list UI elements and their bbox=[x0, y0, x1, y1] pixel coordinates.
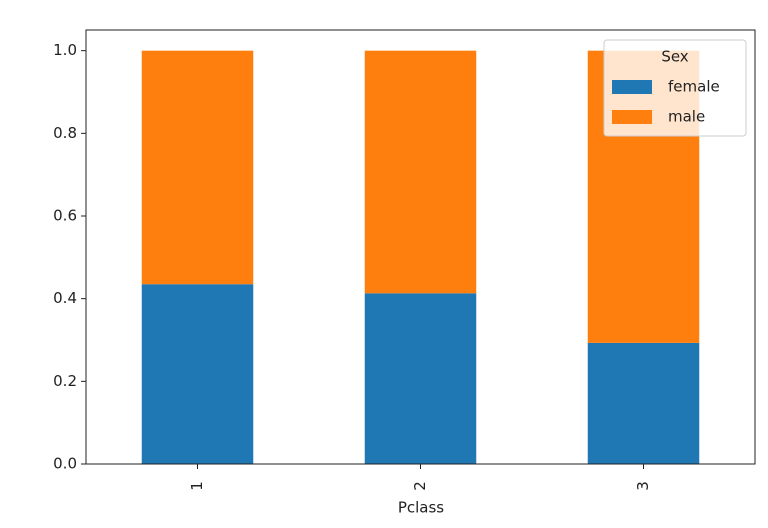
bar-segment bbox=[141, 284, 254, 464]
legend-title: Sex bbox=[661, 48, 688, 66]
y-tick-label: 1.0 bbox=[53, 41, 77, 59]
legend-label: female bbox=[668, 78, 720, 96]
x-tick-label: 1 bbox=[188, 481, 206, 491]
y-tick-label: 0.2 bbox=[53, 372, 77, 390]
legend-swatch bbox=[612, 110, 652, 124]
bar-segment bbox=[587, 342, 700, 464]
y-tick-label: 0.4 bbox=[53, 289, 77, 307]
y-tick-label: 0.6 bbox=[53, 207, 77, 225]
y-tick-label: 0.8 bbox=[53, 124, 77, 142]
axes-frame bbox=[85, 29, 756, 465]
bar-segment bbox=[141, 50, 254, 285]
legend-label: male bbox=[668, 108, 705, 126]
y-tick-label: 0.0 bbox=[53, 455, 77, 473]
bar-segment bbox=[364, 50, 477, 294]
x-tick-label: 3 bbox=[634, 481, 652, 491]
x-tick-label: 2 bbox=[411, 481, 429, 491]
bar-segment bbox=[364, 293, 477, 464]
legend-swatch bbox=[612, 80, 652, 94]
x-axis-label: Pclass bbox=[398, 499, 444, 517]
